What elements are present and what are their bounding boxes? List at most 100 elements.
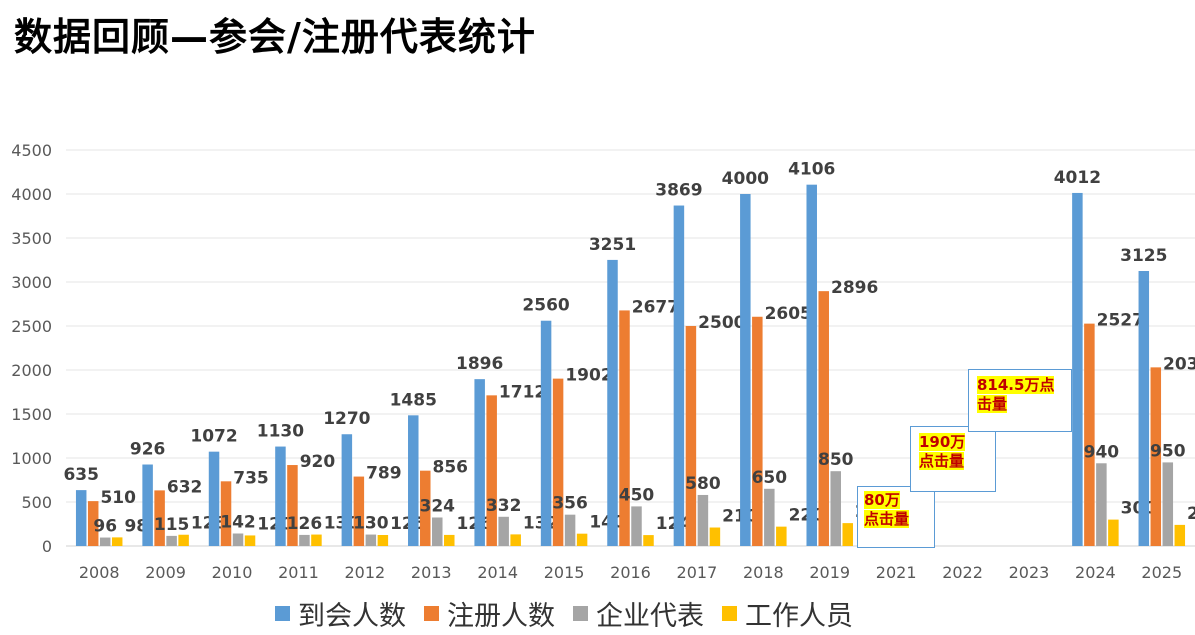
callout-2022: 190万 点击量 — [910, 426, 996, 492]
y-tick-label: 500 — [21, 493, 52, 512]
data-label: 632 — [167, 477, 203, 497]
bar — [365, 534, 377, 546]
y-tick-label: 3500 — [11, 229, 52, 248]
bar — [299, 534, 310, 546]
data-label: 126 — [287, 514, 323, 534]
legend-swatch-corporate — [573, 606, 588, 621]
x-tick-label: 2024 — [1075, 563, 1116, 582]
bar — [1162, 462, 1174, 546]
legend-item-corporate: 企业代表 — [573, 594, 704, 633]
bar — [232, 533, 244, 546]
data-label: 2896 — [831, 278, 878, 298]
data-label: 115 — [154, 515, 190, 535]
bar — [818, 291, 829, 546]
y-tick-label: 0 — [42, 537, 52, 556]
data-label: 510 — [100, 488, 136, 508]
legend-label-registrants: 注册人数 — [447, 601, 555, 632]
data-label: 98 — [124, 516, 148, 536]
bar — [87, 501, 99, 546]
bar — [830, 471, 841, 546]
data-label: 2560 — [522, 296, 569, 316]
bar — [420, 470, 431, 546]
x-tick-label: 2009 — [145, 563, 186, 582]
data-label: 3869 — [655, 181, 702, 201]
data-label: 1072 — [190, 427, 237, 447]
bar — [564, 514, 576, 546]
y-tick-label: 4500 — [11, 141, 52, 160]
bar — [1150, 367, 1162, 546]
data-label: 650 — [752, 468, 788, 488]
bar — [208, 451, 220, 546]
bar — [776, 526, 787, 546]
legend-item-staff: 工作人员 — [722, 594, 853, 633]
x-tick-label: 2008 — [79, 563, 120, 582]
x-tick-label: 2019 — [809, 563, 850, 582]
y-tick-label: 1000 — [11, 449, 52, 468]
bar — [142, 464, 153, 546]
x-tick-label: 2011 — [278, 563, 319, 582]
legend-swatch-staff — [722, 606, 737, 621]
x-tick-label: 2014 — [477, 563, 518, 582]
data-label: 1902 — [565, 366, 612, 386]
callout-2023-line1: 814.5万点 — [977, 376, 1055, 394]
bar — [75, 490, 87, 546]
x-tick-label: 2018 — [743, 563, 784, 582]
bar — [275, 446, 286, 546]
data-label: 850 — [818, 450, 854, 470]
y-tick-label: 2000 — [11, 361, 52, 380]
bar — [220, 481, 232, 546]
data-label: 324 — [420, 496, 456, 516]
data-label: 920 — [300, 452, 336, 472]
bar — [764, 488, 775, 546]
data-label: 142 — [220, 513, 256, 533]
bar — [244, 535, 256, 546]
data-label: 635 — [63, 465, 99, 485]
bar — [842, 523, 853, 546]
data-label: 96 — [93, 517, 117, 537]
bar — [444, 534, 455, 546]
legend-item-registrants: 注册人数 — [424, 594, 555, 633]
data-label: 735 — [233, 468, 269, 488]
bar — [166, 535, 177, 546]
x-tick-label: 2013 — [411, 563, 452, 582]
bar — [709, 527, 721, 546]
bar — [685, 326, 697, 546]
bar — [1108, 519, 1119, 546]
data-label: 1130 — [257, 422, 304, 442]
y-tick-label: 2500 — [11, 317, 52, 336]
data-label: 2030 — [1163, 354, 1195, 374]
bar — [377, 535, 389, 546]
x-tick-label: 2016 — [610, 563, 651, 582]
data-label: 940 — [1084, 442, 1120, 462]
x-tick-label: 2025 — [1141, 563, 1182, 582]
bar — [1072, 192, 1083, 546]
x-tick-label: 2021 — [876, 563, 917, 582]
data-label: 240 — [1187, 504, 1195, 524]
data-label: 332 — [486, 496, 522, 516]
data-label: 1712 — [499, 382, 546, 402]
bar — [673, 205, 685, 546]
callout-2022-line2: 点击量 — [919, 452, 965, 470]
data-label: 3125 — [1120, 246, 1167, 266]
bar — [353, 476, 365, 546]
bar — [341, 434, 353, 546]
callout-2022-line1: 190万 — [919, 433, 966, 451]
callout-2021-line1: 80万 — [864, 491, 900, 509]
callout-2021: 80万 点击量 — [857, 486, 935, 548]
bar — [607, 259, 618, 546]
x-tick-label: 2022 — [942, 563, 983, 582]
x-tick-label: 2015 — [544, 563, 585, 582]
y-tick-label: 4000 — [11, 185, 52, 204]
bar — [752, 316, 763, 546]
legend-label-attendees: 到会人数 — [298, 601, 406, 632]
legend: 到会人数 注册人数 企业代表 工作人员 — [275, 594, 853, 633]
bar — [432, 517, 443, 546]
legend-label-staff: 工作人员 — [745, 601, 853, 632]
callout-2023: 814.5万点 击量 — [968, 369, 1072, 432]
bar — [178, 534, 189, 546]
bar — [740, 194, 751, 546]
bar — [154, 490, 165, 546]
callout-2023-line2: 击量 — [977, 395, 1008, 413]
legend-swatch-registrants — [424, 606, 439, 621]
